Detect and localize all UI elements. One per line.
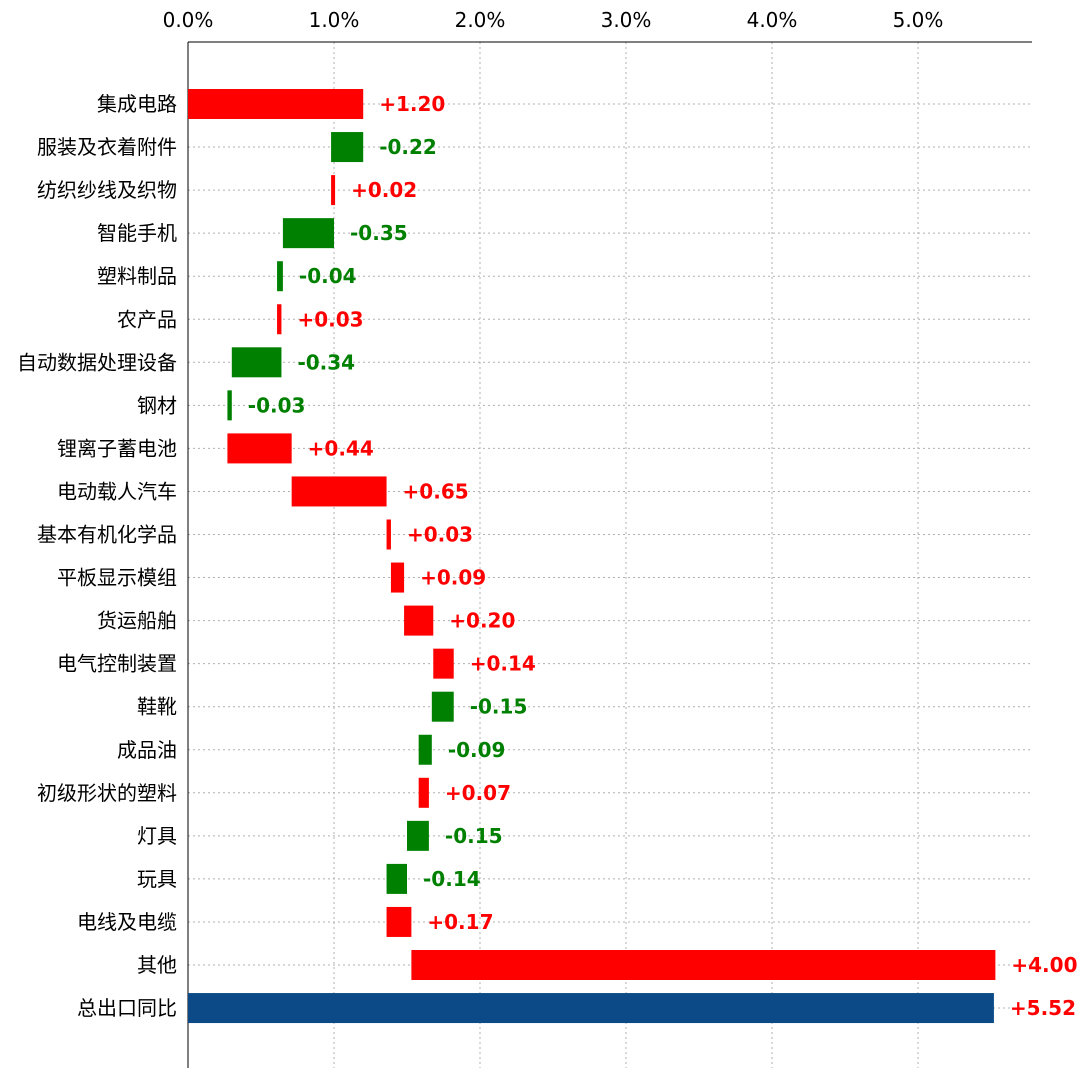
category-label: 成品油 — [117, 738, 177, 762]
bar-4 — [282, 218, 334, 249]
value-label: -0.09 — [448, 738, 506, 762]
value-label: -0.15 — [470, 695, 528, 719]
category-label: 锂离子蓄电池 — [57, 436, 177, 460]
category-label: 塑料制品 — [97, 264, 177, 288]
value-label: +4.00 — [1011, 953, 1077, 977]
category-label: 服装及衣着附件 — [37, 135, 177, 159]
bar-14 — [433, 648, 454, 679]
category-label: 电气控制装置 — [57, 652, 177, 676]
x-tick-label: 1.0% — [309, 8, 360, 32]
category-label: 电动载人汽车 — [57, 479, 177, 503]
bar-6 — [277, 304, 282, 335]
category-label: 初级形状的塑料 — [37, 781, 177, 805]
value-label: +0.09 — [420, 566, 486, 590]
category-label: 总出口同比 — [77, 996, 177, 1020]
x-tick-label: 3.0% — [601, 8, 652, 32]
value-label: -0.04 — [299, 264, 357, 288]
bar-8 — [227, 390, 232, 421]
value-label: -0.15 — [445, 824, 503, 848]
category-label: 鞋靴 — [137, 695, 177, 719]
x-tick-label: 4.0% — [747, 8, 798, 32]
bar-21 — [411, 950, 996, 980]
category-label: 农产品 — [117, 307, 177, 331]
x-tick-label: 2.0% — [455, 8, 506, 32]
category-label: 基本有机化学品 — [37, 523, 177, 547]
value-label: +0.44 — [308, 436, 374, 460]
category-label: 自动数据处理设备 — [17, 350, 177, 374]
value-label: -0.14 — [423, 867, 481, 891]
value-label: +0.02 — [351, 178, 417, 202]
bar-5 — [277, 261, 283, 292]
axis-layer: 0.0% 1.0% 2.0% 3.0% 4.0% 5.0% — [163, 8, 1032, 1068]
category-label: 纺织纱线及织物 — [37, 178, 177, 202]
value-label: +1.20 — [379, 92, 445, 116]
category-label: 集成电路 — [97, 92, 177, 116]
category-label: 智能手机 — [97, 221, 177, 245]
value-label: +0.20 — [449, 609, 515, 633]
grid-layer — [188, 42, 1032, 1068]
bar-18 — [407, 820, 429, 851]
category-label: 钢材 — [137, 393, 177, 417]
value-label: +0.03 — [407, 523, 473, 547]
bar-11 — [386, 519, 391, 550]
category-label: 电线及电缆 — [77, 910, 177, 934]
value-label: -0.34 — [297, 350, 355, 374]
bar-2 — [331, 132, 364, 163]
x-tick-label: 5.0% — [893, 8, 944, 32]
bar-15 — [431, 691, 454, 722]
bar-9 — [227, 433, 292, 464]
value-label: +0.14 — [470, 652, 536, 676]
value-label: -0.35 — [350, 221, 408, 245]
bar-7 — [231, 347, 282, 378]
bar-13 — [404, 605, 434, 636]
bar-layer — [188, 89, 996, 1024]
value-label: +0.07 — [445, 781, 511, 805]
category-label: 货运船舶 — [97, 609, 177, 633]
bar-16 — [418, 734, 432, 765]
value-label: -0.03 — [248, 393, 306, 417]
category-label: 玩具 — [137, 867, 177, 891]
bar-19 — [386, 863, 407, 894]
value-label: -0.22 — [379, 135, 437, 159]
category-label: 平板显示模组 — [57, 566, 177, 590]
value-label: +0.17 — [427, 910, 493, 934]
category-label: 其他 — [137, 953, 177, 977]
bar-3 — [331, 175, 336, 206]
bar-17 — [418, 777, 429, 808]
label-layer: 集成电路 +1.20 服装及衣着附件 -0.22 纺织纱线及织物 +0.02 智能手机 -0.… — [17, 92, 1077, 1020]
bar-1 — [188, 89, 364, 119]
bar-20 — [386, 906, 412, 937]
value-label: +0.03 — [297, 307, 363, 331]
bar-12 — [390, 562, 405, 593]
x-tick-label: 0.0% — [163, 8, 214, 32]
bar-10 — [291, 476, 387, 507]
category-label: 灯具 — [137, 824, 177, 848]
value-label: +0.65 — [403, 479, 469, 503]
value-label: +5.52 — [1010, 996, 1076, 1020]
bar-22 — [188, 993, 994, 1024]
